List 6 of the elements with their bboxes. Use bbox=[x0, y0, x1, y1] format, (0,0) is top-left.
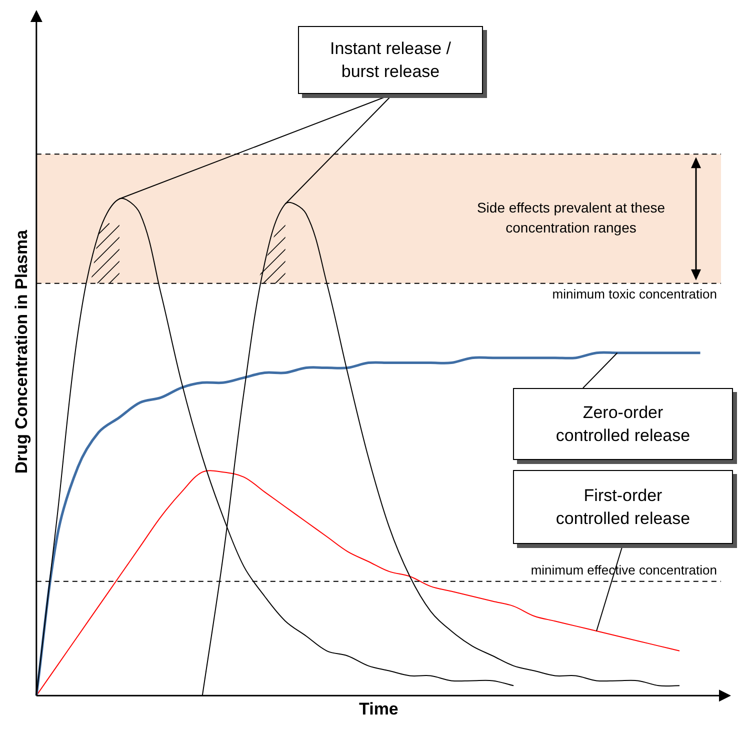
y-axis-title: Drug Concentration in Plasma bbox=[12, 229, 31, 474]
annotation: First-order controlled release bbox=[554, 485, 692, 530]
x-axis-title: Time bbox=[359, 699, 398, 718]
ref-line-label: minimum toxic concentration bbox=[552, 286, 717, 302]
band-label: Side effects prevalent at these concentration ranges bbox=[476, 200, 666, 236]
annotation: Zero-order controlled release bbox=[554, 402, 692, 447]
